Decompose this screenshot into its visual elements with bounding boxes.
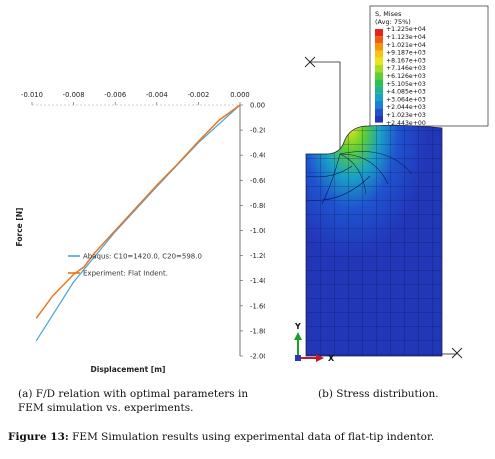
stress-legend-value: +1.123e+04 [386, 34, 426, 41]
y-tick-label: -1.00 [250, 227, 265, 235]
stress-legend-value: +1.225e+04 [386, 26, 426, 33]
x-tick-label: -0.006 [104, 91, 126, 99]
stress-legend-box [369, 5, 489, 127]
y-tick-label: -1.20 [250, 252, 265, 260]
stress-legend-swatch [375, 86, 383, 94]
x-axis-label: Displacement [m] [91, 365, 166, 374]
legend-abaqus-label: Abaqus: C10=1420.0, C20=598.0 [83, 253, 202, 261]
x-tick-label: -0.004 [146, 91, 168, 99]
figure-caption: Figure 13: FEM Simulation results using … [8, 431, 490, 443]
stress-legend-swatches [375, 29, 383, 123]
stress-legend-value: +2.443e+00 [386, 120, 426, 127]
figure-caption-text: FEM Simulation results using experimenta… [72, 431, 435, 443]
stress-legend-swatch [375, 101, 383, 109]
y-tick-label: -0.60 [250, 177, 265, 185]
stress-legend-value: +9.187e+03 [386, 50, 426, 57]
subfig-b-caption: (b) Stress distribution. [318, 388, 439, 400]
x-tick-label: -0.008 [63, 91, 85, 99]
stress-legend-value: +1.021e+04 [386, 42, 426, 49]
subfig-a-caption-line1: (a) F/D relation with optimal parameters… [18, 388, 249, 400]
stress-legend-value: +8.167e+03 [386, 57, 426, 64]
stress-legend-swatch [375, 93, 383, 101]
y-axis-label: Force [N] [15, 208, 24, 247]
stress-legend-swatch [375, 115, 383, 123]
stress-legend-swatch [375, 43, 383, 51]
x-tick-label: -0.002 [187, 91, 209, 99]
stress-legend-swatch [375, 29, 383, 37]
stress-legend-swatch [375, 65, 383, 73]
mesh-outline [305, 124, 443, 357]
stress-legend-swatch [375, 108, 383, 116]
y-tick-label: 0.00 [250, 102, 265, 110]
chart-legend: Abaqus: C10=1420.0, C20=598.0 Experiment… [68, 253, 202, 278]
mesh-body [306, 125, 442, 356]
stress-contour-figure: S, Mises (Avg: 75%) +1.225e+04+1.123e+04… [294, 5, 489, 363]
x-tick-label: -0.010 [21, 91, 43, 99]
y-tick-label: -2.00 [250, 353, 265, 361]
stress-legend-swatch [375, 79, 383, 87]
stress-legend-value: +3.064e+03 [386, 96, 426, 103]
y-tick-labels: 0.00 -0.20 -0.40 -0.60 -0.80 -1.00 -1.20 -1.40 -… [240, 102, 265, 361]
stress-legend-value: +6.126e+03 [386, 73, 426, 80]
stress-legend-swatch [375, 57, 383, 65]
stress-legend-value: +5.105e+03 [386, 81, 426, 88]
stress-legend-swatch [375, 36, 383, 44]
y-tick-label: -0.80 [250, 202, 265, 210]
y-tick-label: -1.60 [250, 302, 265, 310]
y-tick-label: -1.40 [250, 277, 265, 285]
axes-triad: Y X [294, 322, 335, 363]
legend-experiment-label: Experiment: Flat Indent. [83, 270, 168, 278]
stress-legend-value: +7.146e+03 [386, 65, 426, 72]
chart-series [35, 104, 241, 342]
fd-chart: -0.010 -0.008 -0.006 -0.004 -0.002 0.000 0.00… [15, 91, 265, 374]
stress-legend-value: +1.023e+03 [386, 112, 426, 119]
triad-x-label: X [328, 354, 335, 363]
stress-legend-value: +2.044e+03 [386, 104, 426, 111]
subfig-a-caption-line2: FEM simulation vs. experiments. [18, 402, 194, 414]
chart-axes [32, 104, 241, 356]
figure-label: Figure 13: [8, 431, 69, 443]
subfig-a-caption: (a) F/D relation with optimal parameters… [18, 387, 278, 415]
x-tick-label: 0.000 [230, 91, 249, 99]
y-tick-label: -1.80 [250, 327, 265, 335]
x-tick-labels: -0.010 -0.008 -0.006 -0.004 -0.002 0.000 [21, 91, 250, 105]
stress-legend-swatch [375, 72, 383, 80]
series-line-abaqus [35, 104, 241, 342]
y-tick-label: -0.40 [250, 152, 265, 160]
marker-top-cross [304, 56, 316, 68]
stress-legend-title: S, Mises [375, 10, 402, 18]
stress-legend-values: +1.225e+04+1.123e+04+1.021e+04+9.187e+03… [386, 26, 426, 127]
leader-line-top [310, 61, 341, 154]
series-line-experiment [35, 104, 241, 319]
triad-y-label: Y [294, 322, 301, 331]
marker-bottom-cross [451, 347, 463, 359]
y-tick-label: -0.20 [250, 127, 265, 135]
stress-legend-value: +4.085e+03 [386, 89, 426, 96]
stress-legend-swatch [375, 50, 383, 58]
stress-legend-subtitle: (Avg: 75%) [375, 18, 411, 26]
